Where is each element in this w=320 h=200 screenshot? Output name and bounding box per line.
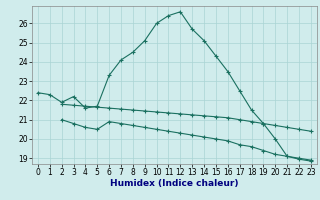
X-axis label: Humidex (Indice chaleur): Humidex (Indice chaleur): [110, 179, 239, 188]
